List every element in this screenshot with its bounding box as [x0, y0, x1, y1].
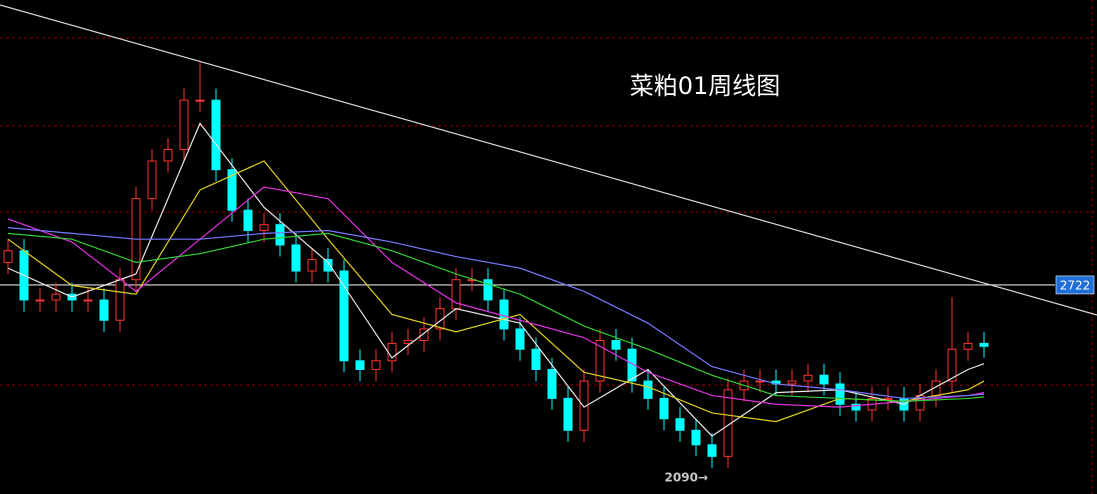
candle-body	[195, 99, 205, 102]
candle-body	[515, 328, 525, 350]
price-label-box	[1055, 275, 1095, 295]
candle-body	[819, 374, 829, 385]
candle-body	[355, 360, 365, 370]
candle-body	[675, 418, 685, 431]
candle-body	[371, 360, 381, 370]
ma-line	[7, 232, 985, 402]
chart-title: 菜粕01周线图	[630, 72, 781, 100]
candle-body	[499, 299, 509, 330]
candle-body	[163, 148, 173, 162]
candle-body	[691, 429, 701, 446]
low-annotation: 2090→	[665, 470, 708, 484]
candle-body	[323, 258, 333, 272]
candle-body	[275, 224, 285, 246]
trend-line	[0, 4, 1097, 316]
candle-body	[451, 279, 461, 310]
candle-body	[147, 160, 157, 200]
candle-body	[483, 279, 493, 301]
candle-body	[755, 380, 765, 383]
candle-body	[243, 209, 253, 231]
ma-line	[7, 227, 985, 400]
candle-body	[211, 99, 221, 171]
candle-body	[307, 258, 317, 272]
candle-body	[547, 368, 557, 399]
ma-line	[7, 122, 985, 437]
candle-body	[83, 299, 93, 302]
candle-body	[579, 380, 589, 431]
candle-body	[35, 299, 45, 302]
candle-body	[291, 244, 301, 272]
candle-body	[643, 380, 653, 399]
candle-body	[227, 169, 237, 211]
candle-body	[611, 340, 621, 350]
candle-body	[787, 380, 797, 385]
candle-body	[435, 308, 445, 330]
candle-body	[803, 374, 813, 382]
candle-body	[3, 250, 13, 263]
candle-body	[979, 342, 989, 347]
candle-body	[595, 340, 605, 382]
candle-body	[419, 328, 429, 342]
candle-body	[627, 348, 637, 382]
candle-body	[963, 342, 973, 350]
candle-body	[259, 224, 269, 231]
plot: 2722 2090→	[0, 62, 1095, 484]
candle-body	[883, 397, 893, 400]
candle-body	[835, 383, 845, 405]
candle-body	[179, 99, 189, 150]
price-label: 2722	[1060, 278, 1091, 292]
candle-body	[851, 403, 861, 411]
candle-body	[339, 270, 349, 362]
candle-body	[707, 444, 717, 457]
candle-body	[563, 397, 573, 431]
candle-body	[531, 348, 541, 370]
candle-body	[99, 299, 109, 321]
candle-body	[51, 293, 61, 301]
candle-body	[115, 279, 125, 321]
candle-body	[659, 397, 669, 420]
candle-body	[947, 348, 957, 382]
